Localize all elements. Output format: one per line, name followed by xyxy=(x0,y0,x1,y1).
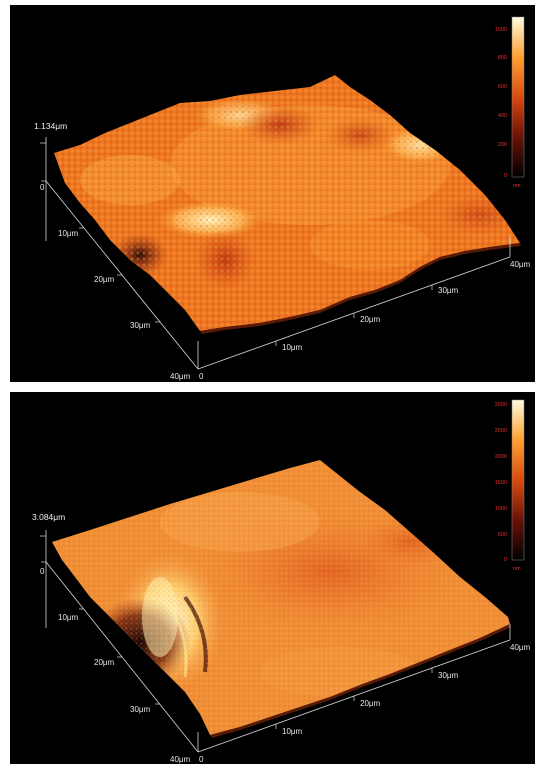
colorbar-tick: 1500 xyxy=(495,480,507,486)
colorbar-tick: 0 xyxy=(504,557,507,563)
front-axis-label: 10μm xyxy=(282,343,303,352)
left-axis-label: 10μm xyxy=(58,613,79,622)
afm-surface-top: 1.134μm 0 10μm 20μm 30μm 40μm 0 10μm 20μ… xyxy=(34,15,531,381)
front-axis-label: 40μm xyxy=(510,260,531,269)
front-axis-label: 40μm xyxy=(510,643,531,652)
front-axis-label: 0 xyxy=(199,755,204,764)
height-map-top xyxy=(54,75,520,331)
z-max-label: 3.084μm xyxy=(32,512,65,522)
front-axis-label: 20μm xyxy=(360,315,381,324)
colorbar-top: 1000 800 600 400 200 0 nm xyxy=(495,15,526,191)
front-axis-label: 0 xyxy=(199,372,204,381)
front-axis-label: 10μm xyxy=(282,727,303,736)
left-axis-label: 40μm xyxy=(170,755,191,764)
colorbar-tick: 1000 xyxy=(495,27,507,33)
left-axis-label: 30μm xyxy=(130,705,151,714)
colorbar-tick: 500 xyxy=(498,532,507,538)
height-map-bottom xyxy=(52,460,510,735)
colorbar-tick: 2500 xyxy=(495,428,507,434)
afm-panel-top: 1.134μm 0 10μm 20μm 30μm 40μm 0 10μm 20μ… xyxy=(10,5,535,382)
left-axis-label: 40μm xyxy=(170,372,191,381)
colorbar-tick: 3000 xyxy=(495,402,507,408)
left-axis-label: 0 xyxy=(40,567,45,576)
colorbar-unit: nm xyxy=(513,566,521,572)
left-axis-label: 20μm xyxy=(94,658,115,667)
colorbar-tick: 0 xyxy=(504,173,507,179)
z-max-label: 1.134μm xyxy=(34,121,67,131)
left-axis-label: 30μm xyxy=(130,321,151,330)
colorbar-tick: 200 xyxy=(498,142,507,148)
left-axis-label: 20μm xyxy=(94,275,115,284)
afm-panel-bottom: 3.084μm 0 10μm 20μm 30μm 40μm 0 10μm 20μ… xyxy=(10,392,535,764)
afm-surface-bottom: 3.084μm 0 10μm 20μm 30μm 40μm 0 10μm 20μ… xyxy=(32,398,531,764)
colorbar-tick: 2000 xyxy=(495,454,507,460)
front-axis-label: 30μm xyxy=(438,671,459,680)
colorbar-unit: nm xyxy=(513,183,521,189)
front-axis-label: 30μm xyxy=(438,286,459,295)
colorbar-bottom: 3000 2500 2000 1500 1000 500 0 nm xyxy=(495,398,526,574)
colorbar-tick: 400 xyxy=(498,113,507,119)
front-axis-label: 20μm xyxy=(360,699,381,708)
colorbar-tick: 1000 xyxy=(495,506,507,512)
colorbar-tick: 800 xyxy=(498,55,507,61)
left-axis-label: 10μm xyxy=(58,229,79,238)
colorbar-tick: 600 xyxy=(498,84,507,90)
left-axis-label: 0 xyxy=(40,183,45,192)
